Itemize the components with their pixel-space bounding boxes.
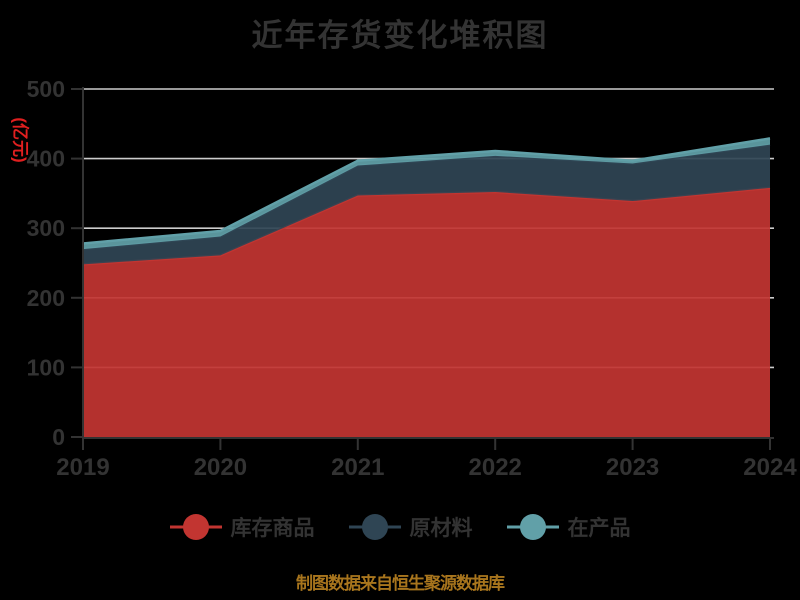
y-tick-label-300: 300 xyxy=(27,215,65,241)
legend-label: 原材料 xyxy=(409,517,473,540)
chart-title: 近年存货变化堆积图 xyxy=(251,18,549,53)
legend-item-2[interactable]: 在产品 xyxy=(506,512,631,542)
axis-labels: 0 100 200 300 400 500 2019 2020 2021 2022 2023 2024 xyxy=(27,76,798,481)
legend-dot xyxy=(361,514,388,540)
legend-marker-icon xyxy=(348,514,401,540)
y-tick-label-0: 0 xyxy=(52,424,65,450)
x-tick-label-2019: 2019 xyxy=(56,454,109,481)
legend-dot xyxy=(519,514,546,540)
legend-marker-icon xyxy=(506,514,559,540)
line-series-2 xyxy=(82,137,771,245)
legend-label: 在产品 xyxy=(567,517,631,540)
x-tick-label-2024: 2024 xyxy=(743,454,797,481)
legend-marker-icon xyxy=(169,514,222,540)
y-tick-label-200: 200 xyxy=(27,285,65,311)
legend-label: 库存商品 xyxy=(230,517,315,540)
axes xyxy=(71,87,774,450)
x-tick-label-2021: 2021 xyxy=(331,454,384,481)
y-tick-label-500: 500 xyxy=(27,76,65,102)
chart-legend: 库存商品 原材料 在产品 xyxy=(0,512,800,542)
legend-item-0[interactable]: 库存商品 xyxy=(169,512,315,542)
legend-item-1[interactable]: 原材料 xyxy=(348,512,473,542)
data-source-footer: 制图数据来自恒生聚源数据库 xyxy=(296,574,505,593)
legend-dot xyxy=(182,514,209,540)
x-tick-label-2023: 2023 xyxy=(606,454,659,481)
area-series-0 xyxy=(83,187,770,437)
area-series-1 xyxy=(83,144,770,265)
x-tick-label-2022: 2022 xyxy=(469,454,522,481)
x-tick-label-2020: 2020 xyxy=(194,454,247,481)
y-tick-label-100: 100 xyxy=(27,354,65,380)
y-tick-label-400: 400 xyxy=(27,146,65,172)
area-series-layer xyxy=(82,137,771,437)
